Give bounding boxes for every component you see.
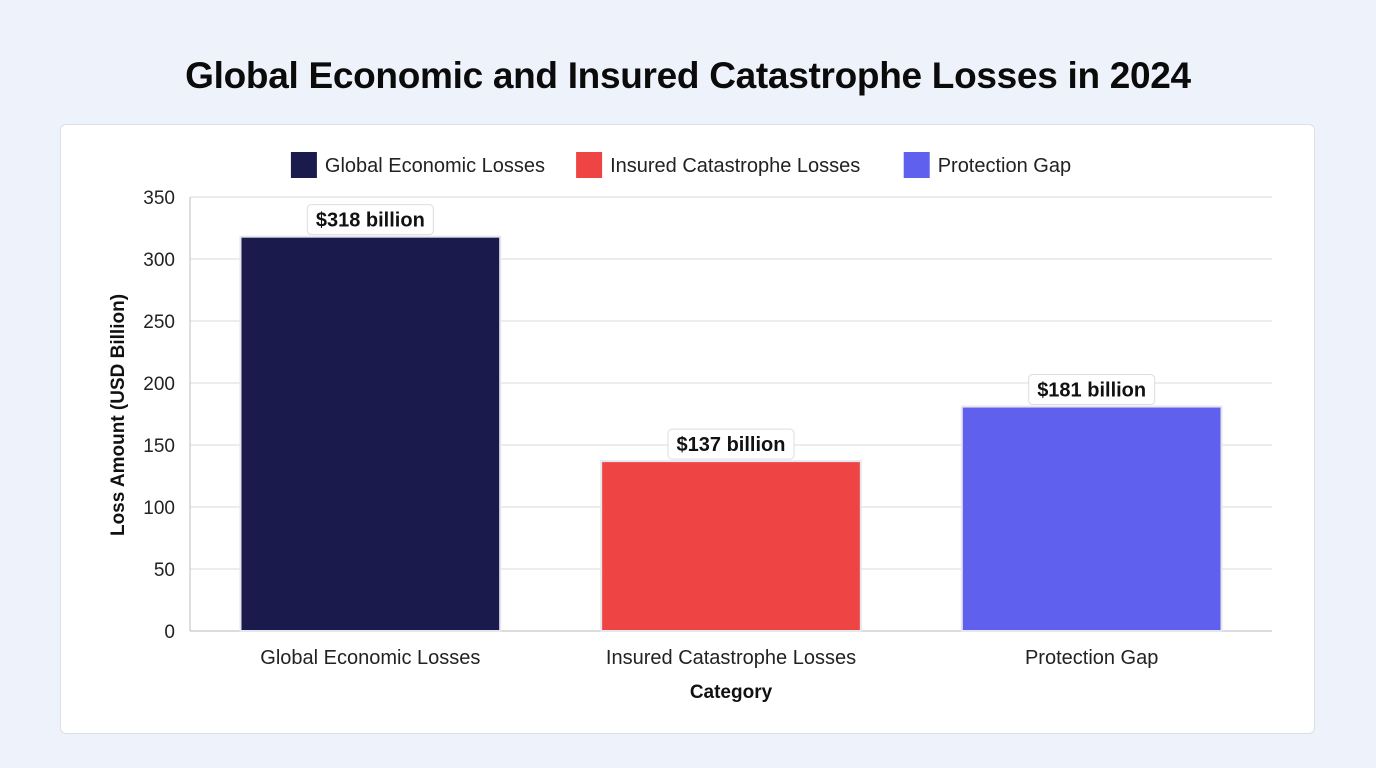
bar-1 bbox=[239, 235, 502, 633]
legend: Global Economic Losses Insured Catastroph… bbox=[290, 152, 1071, 178]
data-label: $318 billion bbox=[306, 204, 434, 236]
y-axis-ticks: 0 50 100 150 200 250 300 350 bbox=[143, 188, 175, 643]
data-labels: $318 billion $137 billion $181 billion bbox=[306, 204, 1156, 460]
data-label-text: $181 billion bbox=[1037, 380, 1146, 402]
y-tick-label: 250 bbox=[143, 312, 175, 333]
legend-item: Global Economic Losses bbox=[290, 152, 545, 178]
data-label: $137 billion bbox=[667, 428, 795, 460]
data-label-text: $137 billion bbox=[677, 434, 786, 456]
y-tick-label: 200 bbox=[143, 374, 175, 395]
x-axis-categories: Global Economic Losses Insured Catastroph… bbox=[260, 647, 1158, 669]
legend-item: Insured Catastrophe Losses bbox=[576, 152, 860, 178]
data-label: $181 billion bbox=[1028, 374, 1156, 406]
bar-3 bbox=[960, 405, 1223, 632]
y-tick-label: 0 bbox=[164, 622, 175, 643]
legend-label: Protection Gap bbox=[938, 155, 1071, 177]
x-category-label: Protection Gap bbox=[1025, 647, 1158, 669]
y-tick-label: 300 bbox=[143, 250, 175, 271]
x-category-label: Insured Catastrophe Losses bbox=[606, 647, 856, 669]
y-tick-label: 50 bbox=[154, 560, 175, 581]
y-tick-label: 150 bbox=[143, 436, 175, 457]
page-title: Global Economic and Insured Catastrophe … bbox=[185, 55, 1191, 96]
y-axis-title: Loss Amount (USD Billion) bbox=[108, 294, 129, 536]
data-label-box bbox=[1028, 374, 1156, 406]
bars bbox=[239, 235, 1223, 633]
legend-label: Global Economic Losses bbox=[325, 155, 545, 177]
data-label-box bbox=[667, 428, 795, 460]
legend-label: Insured Catastrophe Losses bbox=[610, 155, 860, 177]
bar-chart: 0 50 100 150 200 250 300 350 Global Economic Lo… bbox=[108, 152, 1272, 703]
data-label-box bbox=[306, 204, 434, 236]
y-tick-label: 100 bbox=[143, 498, 175, 519]
legend-swatch bbox=[576, 152, 603, 178]
bar-2 bbox=[600, 460, 862, 632]
chart-card: 0 50 100 150 200 250 300 350 Global Economic Lo… bbox=[60, 124, 1315, 734]
x-category-label: Global Economic Losses bbox=[260, 647, 480, 669]
legend-item: Protection Gap bbox=[903, 152, 1071, 178]
data-label-text: $318 billion bbox=[316, 210, 425, 232]
legend-swatch bbox=[290, 152, 317, 178]
y-tick-label: 350 bbox=[143, 188, 175, 209]
legend-swatch bbox=[903, 152, 930, 178]
x-axis-title: Category bbox=[690, 682, 773, 703]
